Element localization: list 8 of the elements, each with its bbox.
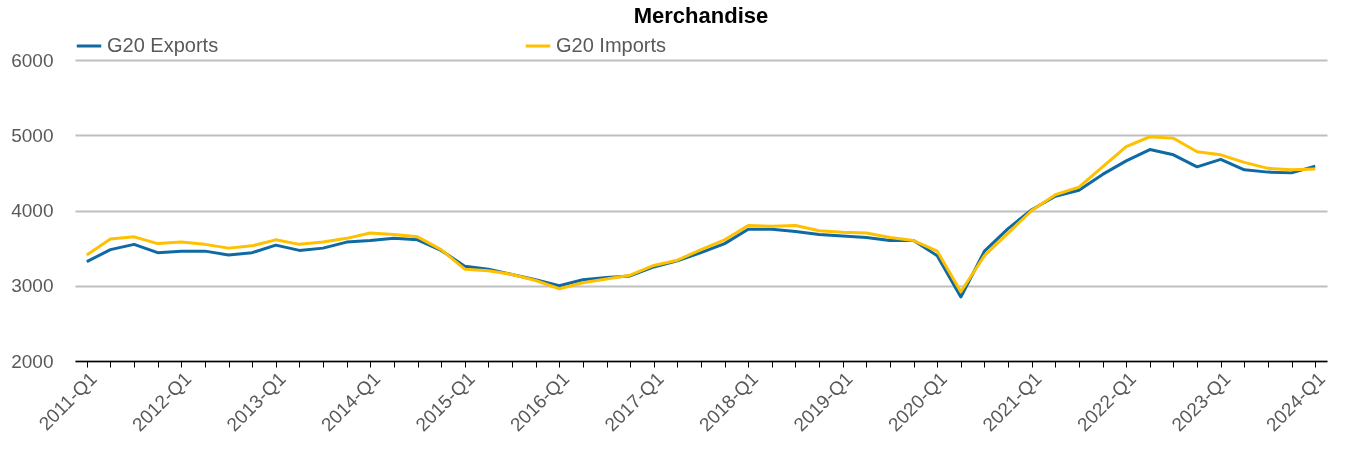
- y-tick-label: 6000: [11, 49, 54, 71]
- y-tick-label: 2000: [11, 350, 54, 372]
- chart-title: Merchandise: [633, 3, 769, 28]
- y-tick-label: 4000: [11, 200, 54, 221]
- legend-label: G20 Imports: [556, 34, 667, 56]
- y-tick-label: 3000: [11, 275, 54, 297]
- y-tick-label: 5000: [11, 124, 54, 146]
- legend-label: G20 Exports: [107, 34, 219, 56]
